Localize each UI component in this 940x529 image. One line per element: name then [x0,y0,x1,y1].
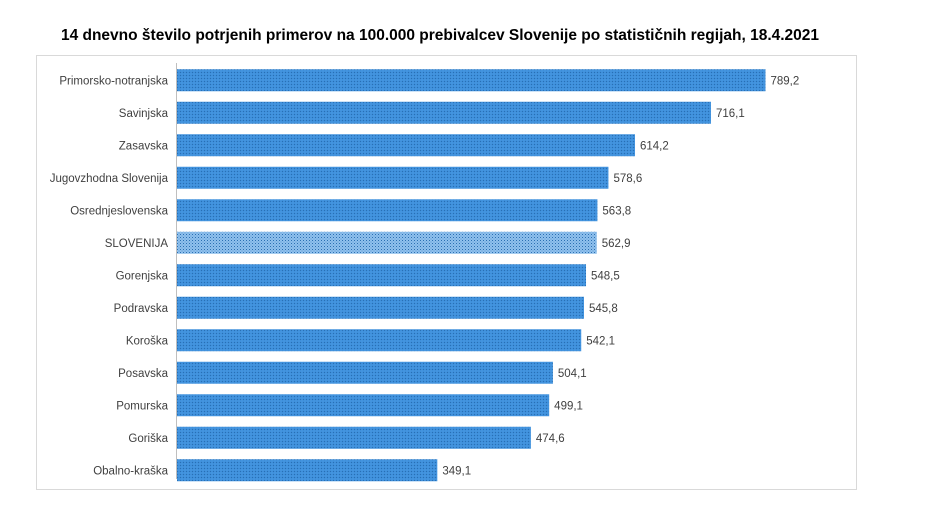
value-label-posavska: 504,1 [558,368,587,380]
value-label-jugovzhodna-slovenija: 578,6 [613,173,642,185]
category-label-savinjska: Savinjska [119,108,169,120]
bar-osrednjeslovenska [177,199,598,222]
bar-gorenjska [177,264,587,287]
category-label-osrednjeslovenska: Osrednjeslovenska [70,205,168,217]
value-label-podravska: 545,8 [589,303,618,315]
bar-slovenija [177,231,597,254]
category-label-pomurska: Pomurska [116,400,168,412]
bar-posavska [177,361,553,384]
bar-gori-ka [177,426,531,449]
chart-frame [36,55,857,490]
bar-koro-ka [177,329,582,352]
bar-obalno-kra-ka [177,459,438,482]
value-label-gorenjska: 548,5 [591,270,620,282]
category-label-primorsko-notranjska: Primorsko-notranjska [59,75,168,87]
chart-title: 14 dnevno število potrjenih primerov na … [60,27,820,44]
bar-zasavska [177,134,636,157]
category-label-slovenija: SLOVENIJA [105,238,169,250]
bar-pomurska [177,394,550,417]
category-label-jugovzhodna-slovenija: Jugovzhodna Slovenija [50,173,169,185]
category-label-gori-ka: Goriška [128,433,168,445]
value-label-pomurska: 499,1 [554,400,583,412]
bar-savinjska [177,101,711,124]
category-label-obalno-kra-ka: Obalno-kraška [93,465,168,477]
category-label-posavska: Posavska [118,368,168,380]
category-label-podravska: Podravska [114,303,169,315]
value-label-osrednjeslovenska: 563,8 [602,205,631,217]
category-label-gorenjska: Gorenjska [116,270,169,282]
bars-group: Primorsko-notranjska 789,2 Savinjska 716,1 Z… [50,69,800,482]
value-label-obalno-kra-ka: 349,1 [442,465,471,477]
category-label-zasavska: Zasavska [119,140,169,152]
value-label-gori-ka: 474,6 [536,433,565,445]
category-label-koro-ka: Koroška [126,335,169,347]
bar-primorsko-notranjska [177,69,766,92]
value-label-zasavska: 614,2 [640,140,669,152]
value-label-koro-ka: 542,1 [586,335,615,347]
value-label-savinjska: 716,1 [716,108,745,120]
bar-jugovzhodna-slovenija [177,166,609,189]
bar-podravska [177,296,584,319]
value-label-primorsko-notranjska: 789,2 [771,75,800,87]
value-label-slovenija: 562,9 [602,238,631,250]
